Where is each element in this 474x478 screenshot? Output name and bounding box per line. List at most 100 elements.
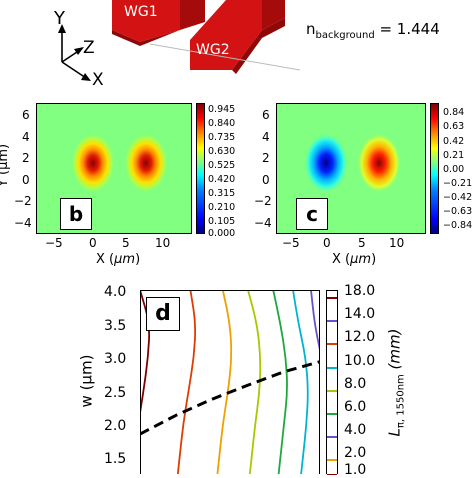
contour-line-10 [247,290,262,474]
mode-peak-wg2 [124,133,168,193]
mode-peak-positive [357,133,401,193]
c-xlabel: X (µm) [332,252,376,267]
b-cbar-tick: 0.210 [208,202,236,213]
b-ytick: −2 [14,194,32,208]
panel-letter-d: d [146,297,180,331]
d-cbar-tick: 1.0 [344,462,367,478]
d-cbar-label: Lπ, 1550nm (mm) [385,329,406,437]
c-xlabel-close: ) [371,252,377,267]
c-colorbar [430,103,439,234]
b-ylabel: Y (µm) [0,143,12,187]
b-xtick: 5 [122,236,130,250]
c-cbar-tick: 0.00 [443,164,465,175]
mode-peak-negative [304,133,348,193]
dashed-width-curve [140,360,320,436]
contour-line-12 [216,290,233,474]
d-cbar-tick: 2.0 [344,445,367,461]
c-xlabel-unit: µm [350,252,372,267]
c-xlabel-text: X ( [332,252,351,267]
waveguide-wg2 [190,0,285,74]
axis-z-label: Z [83,38,95,58]
b-xlabel-close: ) [135,252,141,267]
c-xtick: −5 [282,236,300,250]
d-colorbar [326,290,338,475]
b-cbar-tick: 0.630 [208,146,236,157]
contour-line-4 [310,290,320,351]
b-xtick: −5 [45,236,63,250]
contour-line-6 [292,290,309,474]
d-cbar-tick: 14.0 [344,306,376,322]
c-ytick: 4 [262,130,270,144]
d-cbar-tick: 6.0 [344,399,367,415]
d-ytick: 3.0 [104,351,127,367]
contour-line-8 [272,290,288,474]
c-xtick: 5 [358,236,366,250]
axis-triad-icon [58,24,91,81]
b-cbar-tick: 0.945 [208,104,236,115]
d-ytick: 3.5 [104,318,127,334]
background-index-value: = 1.444 [379,20,440,38]
c-ytick: −2 [254,194,272,208]
d-ytick: 2.5 [104,385,127,401]
axis-y-label: Y [54,8,65,29]
d-cbar-tick: 18.0 [344,283,376,299]
b-xtick: 10 [155,236,171,250]
panel-letter-b: b [60,198,92,230]
d-colorbar-levels [327,297,337,475]
b-cbar-tick: 0.840 [208,118,236,129]
c-ytick: 6 [262,108,270,122]
c-xtick: 0 [323,236,331,250]
c-cbar-tick: −0.42 [443,192,473,203]
c-ytick: −4 [254,216,272,230]
wg1-label: WG1 [124,4,158,20]
b-ytick: 0 [22,173,30,187]
c-cbar-tick: 0.63 [443,121,465,132]
b-cbar-tick: 0.735 [208,132,236,143]
c-cbar-tick: −0.84 [443,220,473,231]
b-cbar-tick: 0.000 [208,228,236,239]
c-cbar-tick: −0.63 [443,206,473,217]
b-ytick: 4 [22,130,30,144]
b-ytick: 6 [22,108,30,122]
b-cbar-tick: 0.525 [208,160,236,171]
c-ytick: 0 [262,173,270,187]
contour-line-14 [176,290,197,474]
background-index-label: nbackground = 1.444 [306,20,440,41]
d-ytick: 4.0 [104,284,127,300]
b-ytick: −4 [14,216,32,230]
d-cbar-tick: 12.0 [344,329,376,345]
c-xtick: 10 [389,236,405,250]
b-cbar-tick: 0.105 [208,216,236,227]
b-xlabel: X (µm) [96,252,140,267]
c-cbar-tick: −0.21 [443,178,473,189]
d-ylabel: w (µm) [77,354,96,408]
waveguide-wg1 [112,0,205,46]
panel-a-schematic [58,0,301,81]
axis-x-label: X [92,70,104,90]
c-cbar-tick: 0.42 [443,136,465,147]
b-xlabel-text: X ( [96,252,115,267]
c-ytick: 2 [262,151,270,165]
background-index-sub: background [315,30,375,41]
panel-letter-c: c [296,198,328,230]
contour-lines [140,290,320,474]
d-cbar-tick: 10.0 [344,353,376,369]
background-index-n: n [306,20,316,38]
c-cbar-tick: 0.21 [443,150,465,161]
b-colorbar [196,103,205,234]
d-cbar-tick: 4.0 [344,422,367,438]
d-cbar-tick: 8.0 [344,376,367,392]
d-cbar-label-sub: π, 1550nm [395,374,407,429]
b-cbar-tick: 0.420 [208,174,236,185]
d-cbar-label-main: L [385,428,404,437]
d-ytick: 1.5 [104,451,127,467]
contour-line-18 [140,290,151,420]
mode-peak-wg1 [71,133,115,193]
d-ytick: 2.0 [104,418,127,434]
d-cbar-label-unit: (mm) [385,328,404,375]
b-cbar-tick: 0.315 [208,188,236,199]
b-xlabel-unit: µm [114,252,136,267]
wg2-label: WG2 [196,42,230,58]
c-cbar-tick: 0.84 [443,107,465,118]
b-ytick: 2 [22,151,30,165]
